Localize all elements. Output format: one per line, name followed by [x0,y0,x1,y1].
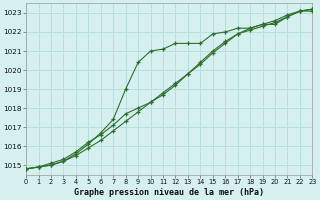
X-axis label: Graphe pression niveau de la mer (hPa): Graphe pression niveau de la mer (hPa) [74,188,264,197]
